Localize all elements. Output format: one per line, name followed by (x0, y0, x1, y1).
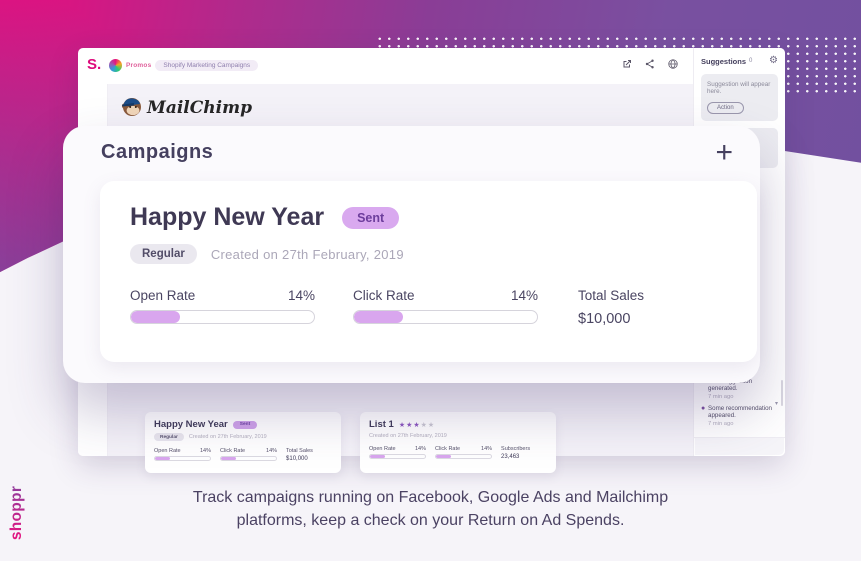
breadcrumb[interactable]: Promos Shopify Marketing Campaigns (109, 58, 259, 73)
type-badge: Regular (130, 244, 197, 264)
page-title: Campaigns (101, 141, 214, 163)
progress-bar (220, 456, 278, 461)
total-label: Subscribers (501, 446, 531, 452)
progress-fill (131, 311, 181, 323)
activity-item[interactable]: ● Some recommendation appeared. 7 min ag… (701, 405, 778, 427)
breadcrumb-user: Promos (126, 62, 152, 69)
suggestions-title: Suggestions (701, 56, 747, 66)
stat-label: Open Rate (130, 288, 196, 303)
status-badge: Sent (232, 420, 258, 429)
caption-line-2: platforms, keep a check on your Return o… (236, 512, 625, 530)
campaigns-overlay-panel: Campaigns + Happy New Year Sent Regular … (63, 126, 760, 383)
share-icon[interactable] (644, 57, 656, 75)
activity-text: Some recommendation appeared. (708, 405, 772, 419)
bullet-icon: ● (701, 405, 706, 412)
mailchimp-logo: MailChimp (118, 92, 252, 124)
chevron-down-icon[interactable]: ▾ (774, 401, 778, 407)
progress-fill (436, 455, 451, 458)
progress-bar (154, 456, 212, 461)
rating-stars: ★★★★★ (399, 421, 435, 429)
progress-bar (435, 454, 493, 459)
stat-value: 14% (415, 446, 427, 452)
gear-icon[interactable]: ⚙ (769, 55, 778, 66)
activity-list: New suggestion generated. 7 min ago ● So… (701, 378, 778, 432)
created-date: Created on 27th February, 2019 (210, 246, 404, 262)
scrollbar[interactable] (781, 380, 783, 406)
total-sales-label: Total Sales (578, 288, 645, 303)
stars-empty: ★★ (420, 421, 436, 429)
campaign-card-happy-new-year[interactable]: Happy New Year Sent Regular Created on 2… (145, 412, 341, 473)
caption-line-1: Track campaigns running on Facebook, Goo… (192, 489, 669, 506)
created-date: Created on 27th February, 2019 (188, 434, 267, 440)
stat-label: Open Rate (369, 446, 396, 452)
stat-label: Click Rate (220, 448, 246, 454)
progress-fill (155, 457, 170, 460)
progress-fill (354, 311, 404, 323)
total-value: $10,000 (286, 456, 308, 462)
total-value: 23,463 (501, 454, 520, 460)
stars-filled: ★★★ (398, 421, 421, 429)
campaign-title: Happy New Year (130, 203, 325, 231)
activity-time: 7 min ago (708, 394, 734, 400)
user-avatar[interactable] (109, 59, 122, 72)
status-badge: Sent (342, 206, 400, 229)
mini-card-title: List 1 (369, 419, 394, 430)
globe-icon[interactable] (667, 57, 679, 75)
suggestions-count: 0 (749, 58, 753, 64)
progress-bar (353, 310, 538, 324)
suggestion-card: Suggestion will appear here. Action (701, 74, 778, 121)
created-date: Created on 27th February, 2019 (369, 433, 447, 439)
progress-bar (369, 454, 427, 459)
stat-label: Click Rate (353, 288, 415, 303)
total-label: Total Sales (286, 448, 313, 454)
panel-divider (694, 437, 785, 438)
progress-bar (130, 310, 315, 324)
stat-value: 14% (481, 446, 493, 452)
progress-fill (370, 455, 385, 458)
campaign-detail-card[interactable]: Happy New Year Sent Regular Created on 2… (100, 181, 757, 362)
breadcrumb-pill[interactable]: Shopify Marketing Campaigns (155, 60, 259, 71)
stat-label: Open Rate (154, 448, 181, 454)
stat-value: 14% (200, 448, 212, 454)
progress-fill (221, 457, 236, 460)
stat-value: 14% (510, 288, 538, 303)
activity-time: 7 min ago (708, 421, 734, 427)
mailchimp-wordmark: MailChimp (147, 98, 252, 118)
add-campaign-button[interactable]: + (715, 135, 733, 169)
suggestion-placeholder-text: Suggestion will appear here. (707, 81, 771, 95)
mailchimp-mascot-icon (118, 92, 145, 124)
type-badge: Regular (154, 433, 184, 441)
panel-footer-strip (695, 438, 784, 455)
mini-card-title: Happy New Year (154, 419, 228, 430)
total-sales-value: $10,000 (578, 311, 631, 327)
app-logo: S. (87, 56, 102, 73)
export-icon[interactable] (621, 57, 633, 75)
shoppr-logo: shoppr (8, 478, 28, 548)
stat-value: 14% (287, 288, 315, 303)
action-button[interactable]: Action (707, 102, 744, 114)
stat-value: 14% (266, 448, 278, 454)
marketing-caption: Track campaigns running on Facebook, Goo… (0, 486, 861, 532)
campaign-card-list-1[interactable]: List 1 ★★★★★ Created on 27th February, 2… (360, 412, 556, 473)
stat-label: Click Rate (435, 446, 461, 452)
